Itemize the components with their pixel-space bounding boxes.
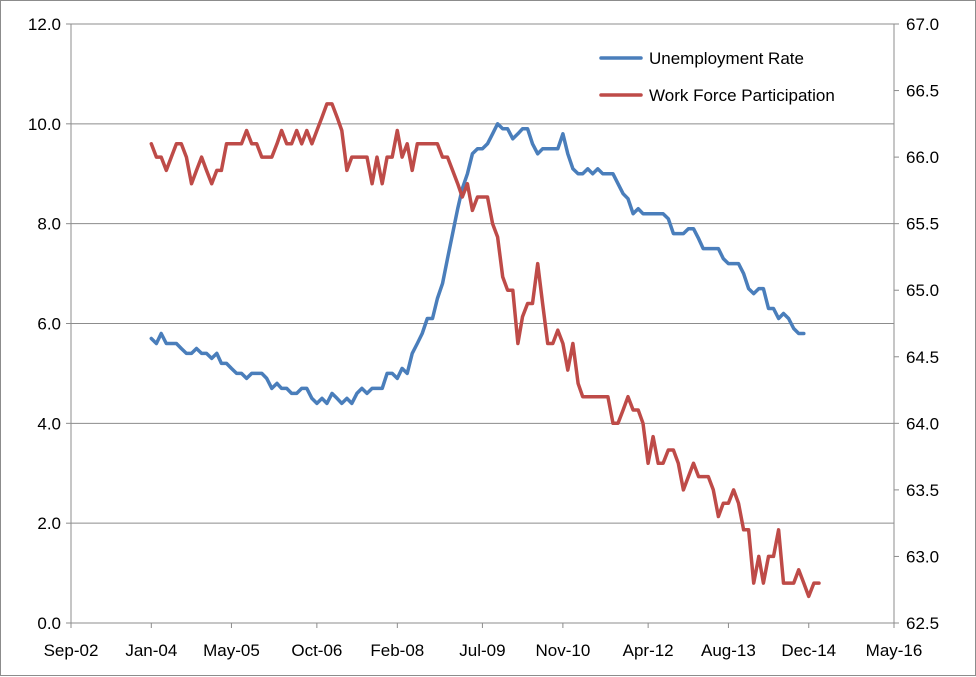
x-tick-label-8: Aug-13 bbox=[701, 641, 756, 660]
left-tick-label-1: 2.0 bbox=[37, 514, 61, 533]
x-tick-label-6: Nov-10 bbox=[535, 641, 590, 660]
x-tick-label-1: Jan-04 bbox=[125, 641, 177, 660]
right-tick-label-3: 64.0 bbox=[906, 414, 939, 433]
x-tick-label-0: Sep-02 bbox=[44, 641, 99, 660]
axes bbox=[66, 23, 899, 628]
legend-label-0: Unemployment Rate bbox=[649, 49, 804, 68]
x-tick-label-5: Jul-09 bbox=[459, 641, 505, 660]
left-tick-label-0: 0.0 bbox=[37, 614, 61, 633]
right-tick-label-0: 62.5 bbox=[906, 614, 939, 633]
right-tick-label-8: 66.5 bbox=[906, 82, 939, 101]
x-tick-label-7: Apr-12 bbox=[623, 641, 674, 660]
x-tick-label-10: May-16 bbox=[866, 641, 923, 660]
x-tick-label-9: Dec-14 bbox=[781, 641, 836, 660]
left-tick-label-4: 8.0 bbox=[37, 215, 61, 234]
left-tick-label-6: 12.0 bbox=[28, 15, 61, 34]
tick-labels: 0.0 2.0 4.0 6.0 8.0 10.0 12.0 62.5 63.0 63.5 64.0 6… bbox=[28, 15, 939, 660]
left-tick-label-5: 10.0 bbox=[28, 115, 61, 134]
series-line-0 bbox=[149, 122, 806, 406]
right-tick-label-9: 67.0 bbox=[906, 15, 939, 34]
x-tick-label-2: May-05 bbox=[203, 641, 260, 660]
right-tick-label-2: 63.5 bbox=[906, 481, 939, 500]
left-tick-label-3: 6.0 bbox=[37, 315, 61, 334]
left-tick-label-2: 4.0 bbox=[37, 414, 61, 433]
x-tick-label-4: Feb-08 bbox=[370, 641, 424, 660]
right-tick-label-1: 63.0 bbox=[906, 547, 939, 566]
series-lines bbox=[149, 102, 821, 599]
right-tick-label-4: 64.5 bbox=[906, 348, 939, 367]
right-tick-label-5: 65.0 bbox=[906, 281, 939, 300]
legend-label-1: Work Force Participation bbox=[649, 86, 835, 105]
x-tick-label-3: Oct-06 bbox=[291, 641, 342, 660]
right-tick-label-7: 66.0 bbox=[906, 148, 939, 167]
legend: Unemployment Rate Work Force Participatio… bbox=[599, 49, 835, 105]
series-line-1 bbox=[149, 102, 821, 599]
gridlines bbox=[71, 23, 894, 524]
right-tick-label-6: 65.5 bbox=[906, 215, 939, 234]
